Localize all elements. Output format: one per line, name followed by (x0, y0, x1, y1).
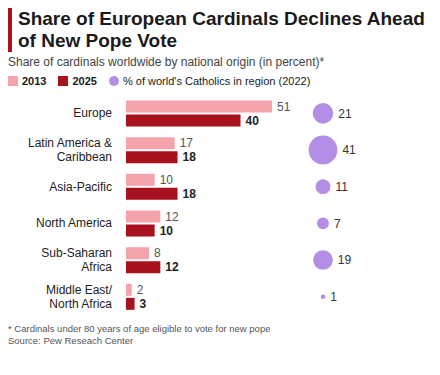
svg-text:18: 18 (183, 150, 197, 164)
svg-text:Latin America &Caribbean: Latin America &Caribbean (28, 136, 112, 164)
html-text:2013: 2013 (22, 75, 47, 87)
svg-text:12: 12 (165, 260, 179, 274)
svg-text:8: 8 (154, 246, 161, 260)
svg-text:7: 7 (334, 217, 341, 231)
svg-text:21: 21 (338, 107, 352, 121)
svg-text:Europe: Europe (73, 106, 112, 120)
svg-text:40: 40 (246, 114, 260, 128)
html-text:2025: 2025 (72, 75, 97, 87)
svg-text:12: 12 (165, 210, 179, 224)
svg-text:19: 19 (338, 253, 352, 267)
svg-text:10: 10 (160, 224, 174, 238)
svg-text:North America: North America (36, 216, 112, 230)
svg-text:18: 18 (183, 187, 197, 201)
svg-text:17: 17 (180, 136, 194, 150)
svg-text:Asia-Pacific: Asia-Pacific (49, 180, 112, 194)
svg-text:11: 11 (335, 180, 348, 194)
html-text:* Cardinals under 80 years of: * Cardinals under 80 years of age eligib… (8, 323, 271, 334)
svg-text:3: 3 (140, 297, 147, 311)
svg-text:2: 2 (137, 283, 144, 297)
html-text:% of world's Catholics in regi: % of world's Catholics in region (2022) (123, 75, 311, 87)
svg-text:51: 51 (277, 100, 291, 114)
html-text:Source: Pew Reseach Center: Source: Pew Reseach Center (8, 335, 134, 346)
svg-text:Middle East/North Africa: Middle East/North Africa (46, 283, 113, 311)
html-text:Share of European Cardinals De: Share of European Cardinals Declines Ahe… (18, 8, 425, 51)
svg-text:41: 41 (342, 143, 356, 157)
svg-text:Sub-SaharanAfrica: Sub-SaharanAfrica (41, 246, 112, 274)
html-text:Share of cardinals worldwide b: Share of cardinals worldwide by national… (8, 55, 325, 69)
svg-text:1: 1 (330, 290, 337, 304)
svg-text:10: 10 (160, 173, 174, 187)
